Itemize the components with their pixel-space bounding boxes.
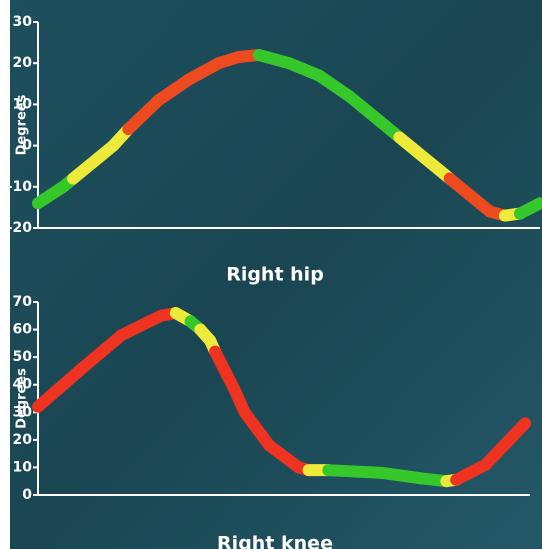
y-tick-label: 10: [13, 459, 33, 475]
y-tick-label: -20: [7, 220, 33, 236]
y-tick-label: 30: [13, 14, 33, 30]
y-tick-label: 0: [22, 487, 32, 503]
y-tick-label: 60: [13, 322, 33, 338]
y-tick-label: 20: [13, 432, 33, 448]
chart-title: Right knee: [217, 533, 333, 549]
y-tick-label: 20: [13, 55, 33, 71]
y-tick-label: 70: [13, 294, 33, 310]
screen: -20-100102030DegreesRight hip01020304050…: [0, 0, 542, 549]
chart-title: Right hip: [226, 264, 324, 286]
y-tick-label: -10: [7, 179, 33, 195]
y-axis-label: Degrees: [15, 368, 30, 429]
curve-segment: [328, 470, 382, 473]
y-axis-label: Degrees: [15, 94, 30, 155]
y-tick-label: 50: [13, 349, 33, 365]
